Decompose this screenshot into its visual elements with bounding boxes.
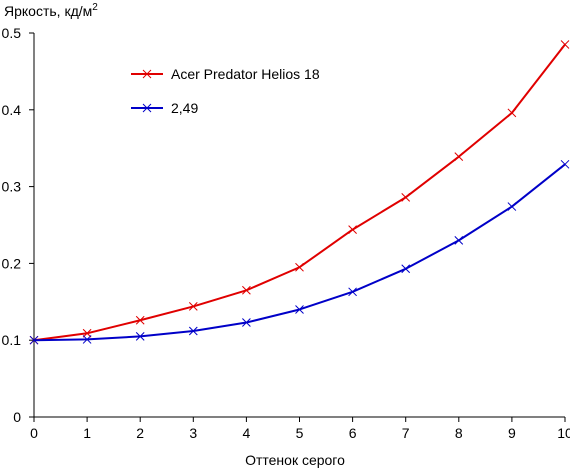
data-point-marker (454, 152, 464, 162)
data-point (242, 318, 251, 327)
data-point-marker (29, 335, 39, 345)
data-point-marker (507, 202, 517, 211)
x-axis-title: Оттенок серого (245, 452, 345, 468)
data-point-marker (348, 225, 357, 234)
data-point (188, 302, 198, 311)
y-axis-title-superscript: 2 (92, 2, 98, 13)
data-point (82, 335, 92, 344)
data-point (135, 315, 145, 325)
data-point-marker (242, 318, 251, 327)
data-point (295, 305, 304, 314)
data-point (560, 40, 570, 49)
y-axis-title-text: Яркость, кд/м (4, 3, 92, 19)
x-tick-label: 2 (136, 425, 144, 441)
data-point (348, 225, 357, 234)
y-axis-title: Яркость, кд/м2 (4, 2, 98, 19)
legend-label: Acer Predator Helios 18 (171, 66, 320, 82)
data-point-marker (560, 159, 570, 169)
x-tick-label: 6 (349, 425, 357, 441)
series-line (33, 163, 566, 342)
x-tick-label: 8 (455, 425, 463, 441)
data-point-marker (188, 326, 198, 336)
x-tick-label: 1 (83, 425, 91, 441)
legend-label: 2,49 (171, 100, 198, 116)
x-tick-label: 9 (508, 425, 516, 441)
legend-marker (142, 103, 152, 113)
chart-axes (33, 33, 565, 418)
data-point (401, 264, 411, 274)
data-point-marker (560, 40, 570, 49)
data-point (29, 335, 39, 345)
y-tick-label: 0.4 (2, 102, 22, 118)
data-point-marker (242, 285, 251, 295)
data-point (401, 192, 411, 202)
series-line (33, 43, 566, 342)
data-point-marker (135, 332, 145, 341)
x-axis-ticks: 0 1 2 3 4 5 6 7 8 9 10 (30, 417, 570, 441)
y-tick-label: 0 (13, 409, 21, 425)
y-tick-label: 0.3 (2, 179, 22, 195)
legend-marker (142, 69, 152, 79)
data-point-marker (401, 264, 411, 274)
data-point (454, 152, 464, 162)
data-point-marker (295, 262, 304, 272)
data-point (560, 159, 570, 169)
data-point (348, 287, 357, 297)
data-point (188, 326, 198, 336)
y-tick-label: 0.1 (2, 332, 22, 348)
legend-item: Acer Predator Helios 18 (131, 66, 320, 82)
x-tick-label: 4 (243, 425, 251, 441)
x-tick-label: 7 (402, 425, 410, 441)
data-point (507, 202, 517, 211)
data-point-marker (82, 328, 92, 338)
data-point (295, 262, 304, 272)
series-layer (29, 40, 570, 345)
data-point-marker (82, 335, 92, 344)
y-tick-label: 0.2 (2, 255, 22, 271)
data-point (242, 285, 251, 295)
x-tick-label: 5 (296, 425, 304, 441)
y-axis-ticks: 0 0.1 0.2 0.3 0.4 0.5 (2, 25, 34, 425)
y-tick-label: 0.5 (2, 25, 22, 41)
x-tick-label: 0 (30, 425, 38, 441)
legend-item: 2,49 (131, 100, 198, 116)
data-point-marker (507, 108, 517, 118)
data-point-marker (454, 236, 464, 245)
data-point-marker (295, 305, 304, 314)
data-point-marker (135, 315, 145, 325)
data-point-marker (188, 302, 198, 311)
x-tick-label: 3 (189, 425, 197, 441)
series-2 (29, 159, 570, 345)
data-point (507, 108, 517, 118)
data-point-marker (401, 192, 411, 202)
data-point (135, 332, 145, 341)
data-point-marker (348, 287, 357, 297)
series-1 (29, 40, 570, 345)
legend: Acer Predator Helios 18 2,49 (131, 66, 320, 116)
data-point (82, 328, 92, 338)
data-point (454, 236, 464, 245)
x-tick-label: 10 (557, 425, 570, 441)
